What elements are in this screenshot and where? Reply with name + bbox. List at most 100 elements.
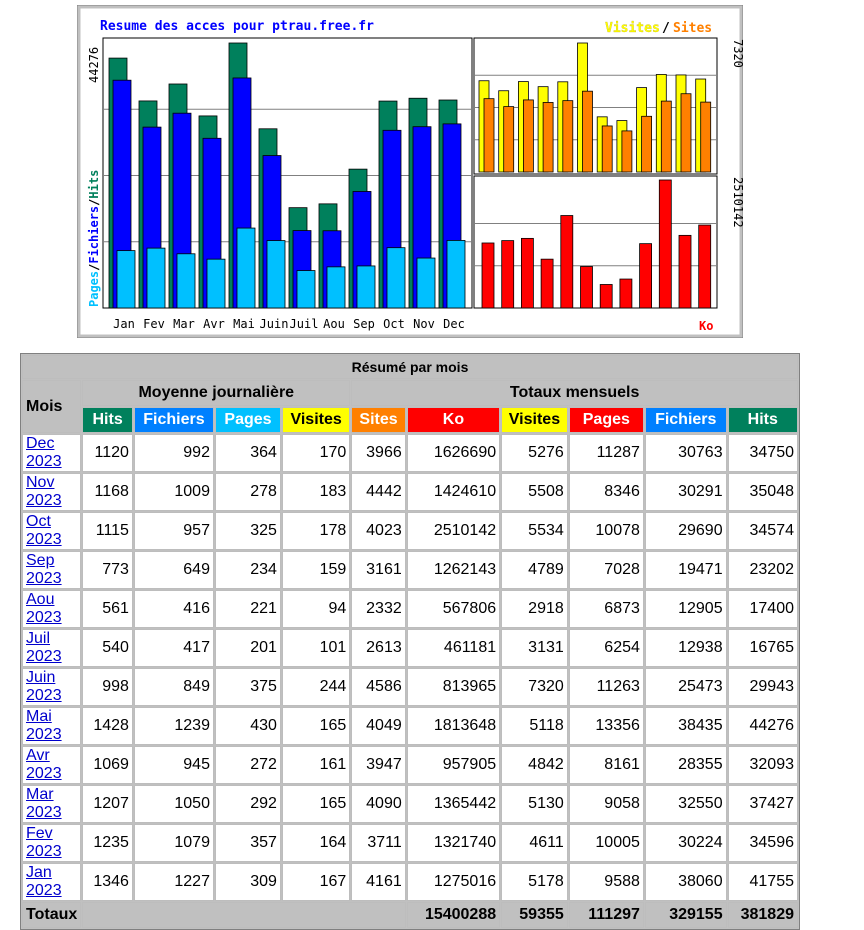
- month-cell: Aou 2023: [22, 590, 82, 628]
- month-cell: Avr 2023: [22, 746, 82, 784]
- value-cell: 44276: [727, 707, 798, 745]
- value-cell: 28355: [644, 746, 727, 784]
- value-cell: 4586: [351, 668, 406, 706]
- value-cell: 29943: [727, 668, 798, 706]
- value-cell: 101: [281, 629, 351, 667]
- month-link[interactable]: Oct 2023: [26, 513, 62, 548]
- value-cell: 10078: [568, 512, 644, 550]
- value-cell: 5130: [501, 785, 568, 823]
- month-link[interactable]: Juin 2023: [26, 669, 62, 704]
- value-cell: 1168: [82, 473, 133, 511]
- value-cell: 325: [214, 512, 281, 550]
- value-cell: 1079: [133, 824, 214, 862]
- value-cell: 1009: [133, 473, 214, 511]
- month-cell: Fev 2023: [22, 824, 82, 862]
- month-link[interactable]: Mar 2023: [26, 786, 62, 821]
- month-link[interactable]: Dec 2023: [26, 435, 62, 470]
- month-link[interactable]: Juil 2023: [26, 630, 62, 665]
- value-cell: 11263: [568, 668, 644, 706]
- sites-bar: [503, 106, 515, 173]
- sites-bar: [601, 125, 613, 173]
- month-link[interactable]: Fev 2023: [26, 825, 62, 860]
- value-cell: 34596: [727, 824, 798, 862]
- sites-bar: [680, 93, 692, 173]
- month-link[interactable]: Mai 2023: [26, 708, 62, 743]
- value-cell: 5276: [501, 434, 568, 472]
- value-cell: 25473: [644, 668, 727, 706]
- table-row: Nov 2023 1168 1009 278 183 4442 1424610 5508 834…: [22, 473, 798, 511]
- value-cell: 1424610: [406, 473, 501, 511]
- column-header-sites-monthly: Sites: [351, 407, 406, 433]
- pages-bar: [146, 247, 166, 309]
- value-cell: 1321740: [406, 824, 501, 862]
- value-cell: 1227: [133, 863, 214, 901]
- right-bottom-axis-max: 2510142: [731, 177, 743, 228]
- value-cell: 292: [214, 785, 281, 823]
- value-cell: 4442: [351, 473, 406, 511]
- value-cell: 992: [133, 434, 214, 472]
- value-cell: 773: [82, 551, 133, 589]
- value-cell: 34574: [727, 512, 798, 550]
- left-axis-sep-2: /: [87, 199, 101, 206]
- value-cell: 4789: [501, 551, 568, 589]
- ko-label: Ko: [699, 319, 713, 333]
- chart-title: Resume des acces pour ptrau.free.fr: [100, 19, 374, 34]
- value-cell: 957905: [406, 746, 501, 784]
- value-cell: 3947: [351, 746, 406, 784]
- totals-label: Totaux: [22, 902, 82, 928]
- value-cell: 41755: [727, 863, 798, 901]
- month-link[interactable]: Nov 2023: [26, 474, 62, 509]
- column-header-fichiers-monthly: Fichiers: [644, 407, 727, 433]
- table-row: Mai 2023 1428 1239 430 165 4049 1813648 5118 133…: [22, 707, 798, 745]
- month-link[interactable]: Sep 2023: [26, 552, 62, 587]
- table-row: Juil 2023 540 417 201 101 2613 461181 3131 6254 1…: [22, 629, 798, 667]
- x-tick-label: Juil: [290, 317, 319, 331]
- value-cell: 10005: [568, 824, 644, 862]
- left-axis-sep-1: /: [87, 264, 101, 271]
- monthly-summary-table: Résumé par mois Mois Moyenne journalière…: [20, 353, 800, 930]
- value-cell: 11287: [568, 434, 644, 472]
- value-cell: 17400: [727, 590, 798, 628]
- x-tick-label: Juin: [260, 317, 289, 331]
- value-cell: 234: [214, 551, 281, 589]
- month-link[interactable]: Jan 2023: [26, 864, 62, 899]
- total-hits: 381829: [727, 902, 798, 928]
- column-header-pages-monthly: Pages: [568, 407, 644, 433]
- x-tick-label: Sep: [353, 317, 375, 331]
- value-cell: 1050: [133, 785, 214, 823]
- value-cell: 7320: [501, 668, 568, 706]
- ko-bar: [619, 278, 633, 309]
- sites-bar: [542, 102, 554, 173]
- value-cell: 1275016: [406, 863, 501, 901]
- table-row: Sep 2023 773 649 234 159 3161 1262143 4789 7028 1…: [22, 551, 798, 589]
- table-row: Juin 2023 998 849 375 244 4586 813965 7320 11263…: [22, 668, 798, 706]
- value-cell: 1239: [133, 707, 214, 745]
- value-cell: 4842: [501, 746, 568, 784]
- value-cell: 2613: [351, 629, 406, 667]
- ko-bar: [658, 179, 672, 309]
- value-cell: 16765: [727, 629, 798, 667]
- value-cell: 5508: [501, 473, 568, 511]
- value-cell: 3966: [351, 434, 406, 472]
- value-cell: 2918: [501, 590, 568, 628]
- pages-bar: [326, 266, 346, 309]
- value-cell: 13356: [568, 707, 644, 745]
- sites-bar: [660, 100, 672, 173]
- column-header-mois: Mois: [22, 380, 82, 433]
- pages-bar: [416, 257, 436, 309]
- value-cell: 9058: [568, 785, 644, 823]
- month-cell: Juin 2023: [22, 668, 82, 706]
- value-cell: 165: [281, 785, 351, 823]
- sites-bar: [641, 115, 652, 173]
- table-row: Mar 2023 1207 1050 292 165 4090 1365442 5130 905…: [22, 785, 798, 823]
- pages-bar: [296, 270, 316, 309]
- x-tick-label: Nov: [413, 317, 435, 331]
- ko-bar: [560, 215, 574, 309]
- month-link[interactable]: Aou 2023: [26, 591, 62, 626]
- month-link[interactable]: Avr 2023: [26, 747, 62, 782]
- pages-bar: [356, 265, 376, 309]
- value-cell: 29690: [644, 512, 727, 550]
- left-axis-hits: Hits: [87, 170, 101, 199]
- value-cell: 278: [214, 473, 281, 511]
- pages-bar: [446, 240, 466, 309]
